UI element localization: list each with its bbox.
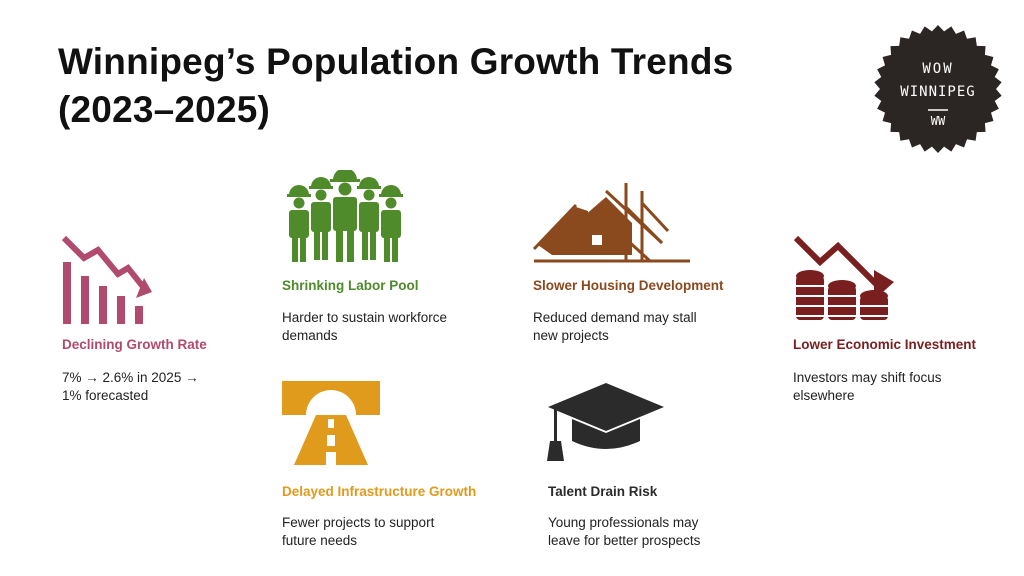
lower-economic-investment-label: Lower Economic Investment [793,337,977,352]
delayed-infrastructure-growth-desc: Fewer projects to support future needs [282,514,434,550]
workers-group-icon [281,170,406,264]
slower-housing-development-desc-line-2: new projects [533,328,609,343]
badge-monogram: WW [931,114,946,128]
road-icon [282,381,380,465]
declining-growth-rate-label: Declining Growth Rate [62,337,207,352]
shrinking-labor-pool-label: Shrinking Labor Pool [282,278,419,293]
badge-logo-icon: WOW WINNIPEG WW [874,25,1002,153]
lower-economic-investment-desc-line-1: Investors may shift focus [793,370,942,385]
wow-winnipeg-badge: WOW WINNIPEG WW [873,24,1003,154]
slower-housing-development-label: Slower Housing Development [533,278,724,293]
shrinking-labor-pool-desc: Harder to sustain workforce demands [282,309,447,345]
graduation-cap-icon [546,381,666,465]
declining-growth-rate-desc-line-1: 7% → 2.6% in 2025 → [62,370,199,385]
page-title-line-2: (2023–2025) [58,89,271,130]
declining-growth-rate-desc: 7% → 2.6% in 2025 → 1% forecasted [62,369,199,405]
delayed-infrastructure-growth-desc-line-1: Fewer projects to support [282,515,435,530]
talent-drain-risk-desc-line-2: leave for better prospects [548,533,701,548]
talent-drain-risk-desc: Young professionals may leave for better… [548,514,700,550]
badge-line-1: WOW [922,61,953,77]
shrinking-labor-pool-desc-line-1: Harder to sustain workforce [282,310,448,325]
page-title: Winnipeg’s Population Growth Trends (202… [58,38,733,134]
page-title-line-1: Winnipeg’s Population Growth Trends [58,41,734,82]
lower-economic-investment-desc: Investors may shift focus elsewhere [793,369,942,405]
slower-housing-development-desc: Reduced demand may stall new projects [533,309,697,345]
delayed-infrastructure-growth-label: Delayed Infrastructure Growth [282,484,477,499]
coins-declining-icon [792,232,900,326]
declining-bar-chart-icon [60,232,156,326]
talent-drain-risk-desc-line-1: Young professionals may [548,515,699,530]
house-construction-icon [532,183,692,265]
badge-line-2: WINNIPEG [900,84,975,100]
declining-growth-rate-desc-line-2: 1% forecasted [62,388,149,403]
lower-economic-investment-desc-line-2: elsewhere [793,388,855,403]
slower-housing-development-desc-line-1: Reduced demand may stall [533,310,697,325]
shrinking-labor-pool-desc-line-2: demands [282,328,338,343]
delayed-infrastructure-growth-desc-line-2: future needs [282,533,358,548]
badge-seal-shape [874,25,1002,153]
talent-drain-risk-label: Talent Drain Risk [548,484,658,499]
